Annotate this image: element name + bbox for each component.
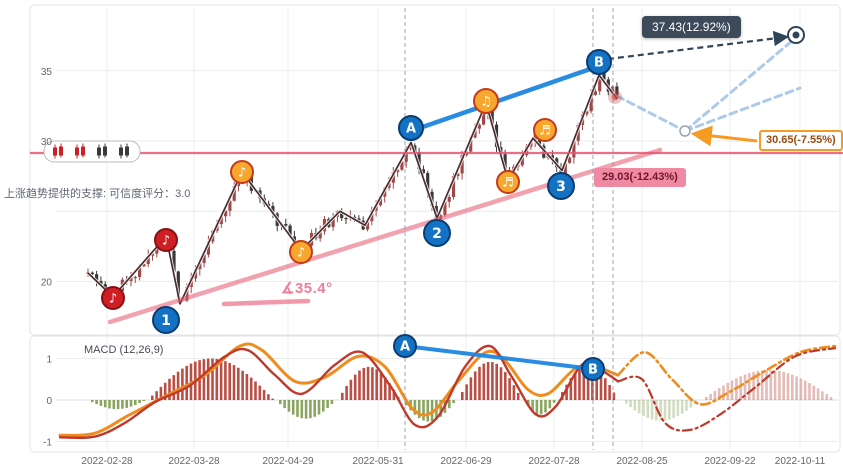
svg-text:♪: ♪ xyxy=(109,292,117,307)
svg-text:♬: ♬ xyxy=(502,176,514,191)
svg-text:♫: ♫ xyxy=(480,95,492,110)
wave-zigzag-line xyxy=(86,73,619,306)
trend-support-note: 上涨趋势提供的支撑: 可信度评分：3.0 xyxy=(4,188,191,200)
svg-text:2022-03-28: 2022-03-28 xyxy=(168,456,220,467)
pattern-badges[interactable] xyxy=(43,140,141,163)
note-badge-7[interactable]: ♬ xyxy=(533,118,557,142)
svg-text:2022-06-29: 2022-06-29 xyxy=(440,456,492,467)
svg-text:2022-09-22: 2022-09-22 xyxy=(704,456,756,467)
candle-pattern-icon[interactable] xyxy=(53,143,63,159)
candle-pattern-icon[interactable] xyxy=(119,143,129,159)
svg-text:3: 3 xyxy=(556,179,566,195)
note-badge-6[interactable]: ♬ xyxy=(496,170,520,194)
svg-text:0: 0 xyxy=(46,396,52,407)
candles-layer xyxy=(86,66,619,303)
svg-text:2022-02-28: 2022-02-28 xyxy=(81,456,133,467)
note-badge-1[interactable]: ♪ xyxy=(101,286,125,310)
note-badge-5[interactable]: ♫ xyxy=(473,88,499,114)
candle-pattern-icon[interactable] xyxy=(97,143,107,159)
wave-circle-1[interactable]: 1 xyxy=(152,306,180,334)
projection-lines xyxy=(607,30,802,147)
macd-histogram xyxy=(91,358,833,422)
svg-text:1: 1 xyxy=(46,355,52,366)
svg-text:2022-08-25: 2022-08-25 xyxy=(616,456,668,467)
svg-text:A: A xyxy=(406,122,416,137)
target-marker xyxy=(787,26,805,44)
point-b[interactable]: B xyxy=(586,49,612,75)
svg-text:♪: ♪ xyxy=(238,166,246,181)
macd-point-a[interactable]: A xyxy=(393,334,417,358)
svg-text:20: 20 xyxy=(41,277,53,288)
svg-text:A: A xyxy=(400,340,410,355)
svg-text:♬: ♬ xyxy=(539,124,551,139)
wave-circle-2[interactable]: 2 xyxy=(423,219,451,247)
note-badge-2[interactable]: ♪ xyxy=(154,228,178,252)
macd-point-b[interactable]: B xyxy=(581,357,605,381)
target-price-tooltip: 37.43(12.92%) xyxy=(642,16,741,39)
wave-circle-3[interactable]: 3 xyxy=(547,172,575,200)
candle-pattern-icon[interactable] xyxy=(75,143,85,159)
svg-text:30: 30 xyxy=(41,137,53,148)
svg-text:2022-10-11: 2022-10-11 xyxy=(775,456,826,467)
svg-text:B: B xyxy=(594,56,604,71)
svg-text:2022-07-28: 2022-07-28 xyxy=(528,456,580,467)
macd-params-label: MACD (12,26,9) xyxy=(84,344,164,356)
support-price-label: 29.03(-12.43%) xyxy=(594,168,686,188)
current-price-dot xyxy=(608,90,622,104)
svg-text:-1: -1 xyxy=(43,438,52,449)
svg-text:B: B xyxy=(588,363,598,378)
point-a[interactable]: A xyxy=(398,115,424,141)
svg-text:♪: ♪ xyxy=(162,234,170,249)
svg-text:2022-04-29: 2022-04-29 xyxy=(262,456,314,467)
note-badge-4[interactable]: ♪ xyxy=(289,240,313,264)
svg-text:2: 2 xyxy=(432,226,442,242)
annotation-markers: ♪ ♪ ♪ ♪ ♫ ♬ ♬ 1 2 3 A B A B xyxy=(101,49,612,381)
svg-text:2022-05-31: 2022-05-31 xyxy=(352,456,404,467)
event-vlines xyxy=(404,8,614,450)
mid-price-label: 30.65(-7.55%) xyxy=(759,130,843,152)
svg-text:1: 1 xyxy=(161,313,171,329)
note-badge-3[interactable]: ♪ xyxy=(230,160,254,184)
svg-text:35: 35 xyxy=(41,67,53,78)
panel-frames xyxy=(29,4,841,453)
svg-text:♪: ♪ xyxy=(297,246,305,261)
macd-lines xyxy=(58,342,837,440)
angle-label: ∡35.4° xyxy=(281,280,333,297)
